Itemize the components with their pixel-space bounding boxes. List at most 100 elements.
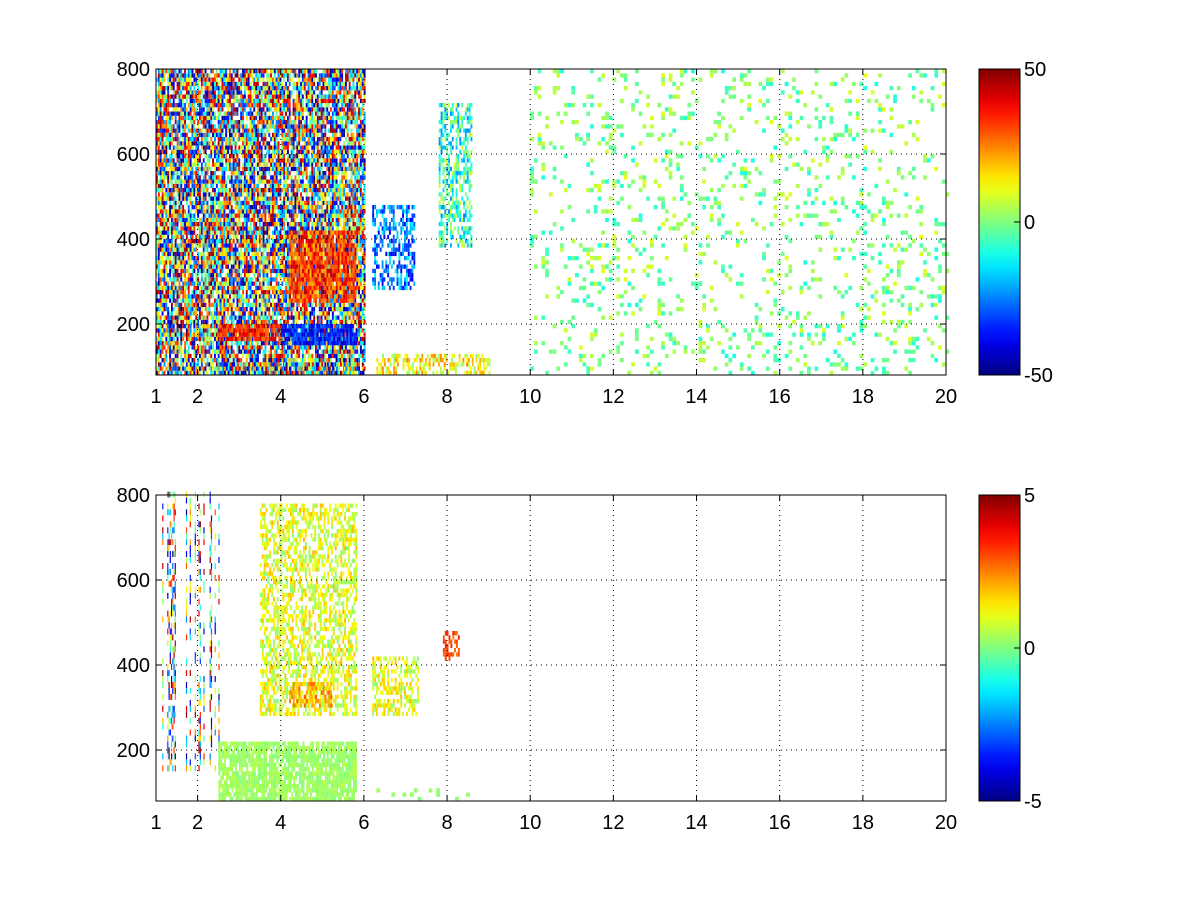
- heatmap-cell: [190, 226, 192, 230]
- heatmap-cell: [296, 188, 298, 192]
- heatmap-cell: [259, 248, 261, 252]
- heatmap-cell: [175, 184, 177, 188]
- heatmap-cell: [266, 86, 268, 90]
- heatmap-cell: [272, 265, 274, 269]
- heatmap-cell: [287, 103, 289, 107]
- heatmap-cell: [242, 260, 244, 264]
- heatmap-cell: [182, 362, 184, 366]
- heatmap-cell: [164, 86, 166, 90]
- heatmap-cell: [274, 69, 276, 73]
- heatmap-cell: [192, 358, 194, 362]
- heatmap-cell: [266, 141, 268, 145]
- heatmap-cell: [167, 294, 169, 298]
- heatmap-cell: [246, 99, 248, 103]
- heatmap-cell: [195, 345, 197, 349]
- heatmap-cell: [199, 345, 201, 349]
- heatmap-cell: [283, 243, 285, 247]
- heatmap-cell: [281, 129, 283, 133]
- heatmap-cell: [192, 239, 194, 243]
- heatmap-cell: [171, 371, 173, 375]
- heatmap-cell: [244, 184, 246, 188]
- heatmap-cell: [210, 337, 212, 341]
- heatmap-cell: [167, 124, 169, 128]
- heatmap-cell: [253, 303, 255, 307]
- heatmap-cell: [298, 95, 300, 99]
- heatmap-cell: [270, 358, 272, 362]
- heatmap-cell: [207, 209, 209, 213]
- heatmap-cell: [291, 158, 293, 162]
- heatmap-cell: [218, 158, 220, 162]
- heatmap-cell: [182, 273, 184, 277]
- heatmap-cell: [287, 171, 289, 175]
- heatmap-cell: [296, 82, 298, 86]
- heatmap-cell: [255, 124, 257, 128]
- heatmap-cell: [192, 107, 194, 111]
- heatmap-cell: [270, 341, 272, 345]
- heatmap-cell: [201, 286, 203, 290]
- heatmap-cell: [270, 269, 272, 273]
- heatmap-cell: [235, 260, 237, 264]
- heatmap-cell: [201, 354, 203, 358]
- heatmap-cell: [250, 129, 252, 133]
- heatmap-cell: [205, 290, 207, 294]
- heatmap-cell: [233, 171, 235, 175]
- heatmap-cell: [289, 95, 291, 99]
- heatmap-cell: [291, 163, 293, 167]
- heatmap-cell: [165, 154, 167, 158]
- heatmap-cell: [225, 180, 227, 184]
- heatmap-cell: [276, 265, 278, 269]
- heatmap-cell: [240, 124, 242, 128]
- heatmap-cell: [253, 171, 255, 175]
- heatmap-cell: [212, 350, 214, 354]
- heatmap-cell: [162, 231, 164, 235]
- heatmap-cell: [179, 154, 181, 158]
- heatmap-cell: [190, 129, 192, 133]
- heatmap-cell: [295, 358, 297, 362]
- heatmap-cell: [251, 290, 253, 294]
- heatmap-cell: [180, 239, 182, 243]
- heatmap-cell: [227, 256, 229, 260]
- heatmap-cell: [158, 239, 160, 243]
- heatmap-cell: [195, 354, 197, 358]
- heatmap-cell: [293, 150, 295, 154]
- heatmap-cell: [197, 112, 199, 116]
- heatmap-cell: [188, 192, 190, 196]
- heatmap-cell: [242, 354, 244, 358]
- heatmap-cell: [272, 154, 274, 158]
- heatmap-cell: [164, 150, 166, 154]
- heatmap-cell: [250, 112, 252, 116]
- heatmap-cell: [261, 299, 263, 303]
- heatmap-cell: [272, 269, 274, 273]
- heatmap-cell: [225, 137, 227, 141]
- heatmap-cell: [205, 214, 207, 218]
- heatmap-cell: [274, 116, 276, 120]
- heatmap-cell: [251, 277, 253, 281]
- heatmap-cell: [259, 307, 261, 311]
- heatmap-cell: [266, 307, 268, 311]
- heatmap-cell: [251, 320, 253, 324]
- heatmap-cell: [306, 116, 308, 120]
- heatmap-cell: [195, 137, 197, 141]
- heatmap-cell: [223, 256, 225, 260]
- heatmap-cell: [253, 282, 255, 286]
- heatmap-cell: [201, 256, 203, 260]
- heatmap-cell: [238, 175, 240, 179]
- heatmap-cell: [186, 90, 188, 94]
- heatmap-cell: [235, 154, 237, 158]
- heatmap-cell: [162, 73, 164, 77]
- heatmap-cell: [222, 299, 224, 303]
- heatmap-cell: [285, 273, 287, 277]
- heatmap-cell: [251, 239, 253, 243]
- heatmap-cell: [229, 188, 231, 192]
- heatmap-cell: [177, 358, 179, 362]
- heatmap-cell: [296, 167, 298, 171]
- heatmap-cell: [266, 90, 268, 94]
- heatmap-cell: [266, 188, 268, 192]
- heatmap-cell: [158, 163, 160, 167]
- heatmap-cell: [255, 299, 257, 303]
- heatmap-cell: [201, 201, 203, 205]
- heatmap-cell: [214, 286, 216, 290]
- heatmap-cell: [186, 235, 188, 239]
- heatmap-cell: [235, 214, 237, 218]
- heatmap-cell: [220, 218, 222, 222]
